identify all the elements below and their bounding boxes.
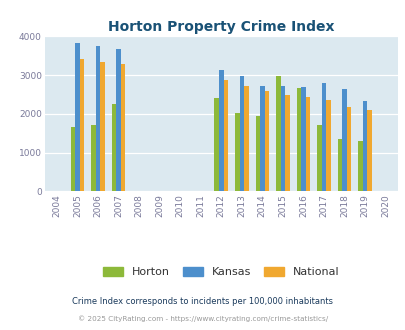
Bar — [75, 43, 79, 191]
Bar — [91, 125, 96, 191]
Legend: Horton, Kansas, National: Horton, Kansas, National — [98, 262, 343, 282]
Bar — [284, 95, 289, 191]
Bar — [321, 83, 325, 191]
Bar — [223, 80, 228, 191]
Bar — [264, 91, 269, 191]
Bar — [100, 61, 104, 191]
Bar — [357, 141, 362, 191]
Bar — [367, 110, 371, 191]
Bar — [218, 70, 223, 191]
Bar — [214, 98, 218, 191]
Bar — [305, 97, 309, 191]
Bar — [337, 139, 341, 191]
Bar — [280, 85, 284, 191]
Bar — [96, 46, 100, 191]
Bar — [234, 113, 239, 191]
Bar — [255, 116, 260, 191]
Bar — [79, 59, 84, 191]
Bar — [346, 107, 350, 191]
Bar — [341, 89, 346, 191]
Text: © 2025 CityRating.com - https://www.cityrating.com/crime-statistics/: © 2025 CityRating.com - https://www.city… — [78, 315, 327, 322]
Bar — [275, 76, 280, 191]
Title: Horton Property Crime Index: Horton Property Crime Index — [108, 20, 334, 34]
Bar — [316, 125, 321, 191]
Bar — [70, 127, 75, 191]
Bar — [116, 49, 121, 191]
Bar — [260, 85, 264, 191]
Bar — [239, 76, 243, 191]
Bar — [121, 64, 125, 191]
Bar — [296, 88, 301, 191]
Bar — [111, 104, 116, 191]
Text: Crime Index corresponds to incidents per 100,000 inhabitants: Crime Index corresponds to incidents per… — [72, 297, 333, 307]
Bar — [325, 100, 330, 191]
Bar — [301, 87, 305, 191]
Bar — [243, 86, 248, 191]
Bar — [362, 101, 367, 191]
